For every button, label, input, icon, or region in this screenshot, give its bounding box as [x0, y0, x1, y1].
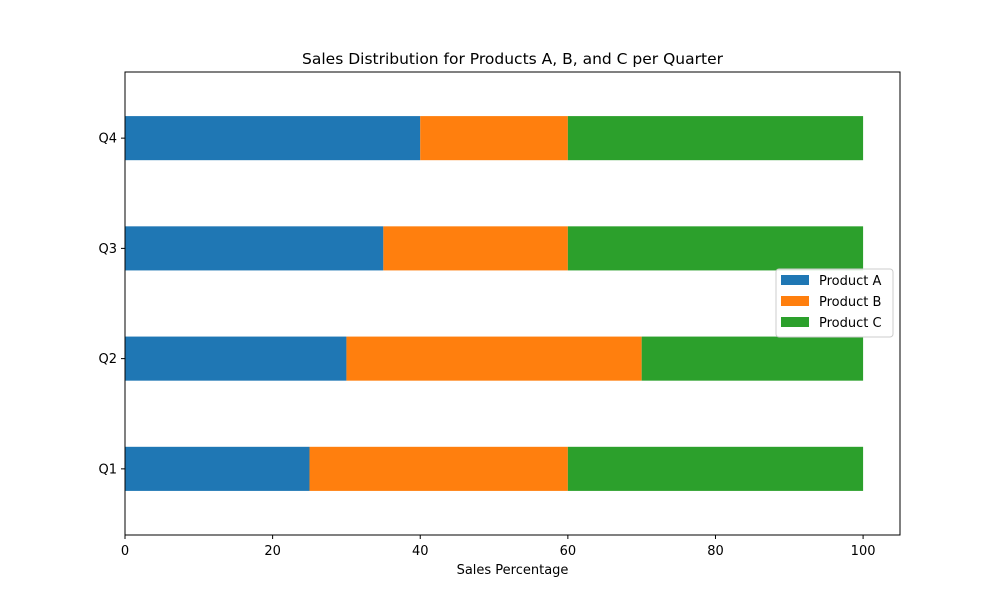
x-tick-label-0: 0: [121, 544, 129, 559]
bar-product-a-q2: [125, 336, 347, 381]
bar-product-b-q4: [420, 116, 568, 161]
bar-product-a-q4: [125, 116, 421, 161]
bars-layer: [125, 116, 864, 491]
y-axis: Q1 Q2 Q3 Q4: [98, 132, 125, 477]
x-axis: 0 20 40 60 80 100: [121, 535, 876, 559]
bar-product-a-q1: [125, 446, 310, 491]
plot-frame: [124, 71, 901, 536]
x-axis-label: Sales Percentage: [457, 563, 569, 578]
bar-product-a-q3: [125, 226, 384, 271]
x-tick-label-20: 20: [264, 544, 281, 559]
bar-product-b-q2: [346, 336, 642, 381]
bar-product-b-q1: [309, 446, 568, 491]
x-tick-label-100: 100: [851, 544, 876, 559]
x-tick-label-80: 80: [707, 544, 724, 559]
bar-product-c-q1: [567, 446, 864, 491]
y-tick-label-q4: Q4: [98, 132, 117, 147]
y-tick-label-q1: Q1: [98, 462, 117, 477]
legend-swatch-product-c: [781, 317, 809, 327]
legend-label-product-c: Product C: [819, 316, 882, 331]
chart-title: Sales Distribution for Products A, B, an…: [302, 50, 724, 68]
legend-label-product-a: Product A: [819, 274, 881, 289]
y-tick-label-q2: Q2: [98, 352, 117, 367]
legend-swatch-product-a: [781, 275, 809, 285]
bar-product-c-q3: [567, 226, 864, 271]
bar-product-c-q4: [567, 116, 864, 161]
x-tick-label-40: 40: [412, 544, 429, 559]
bar-product-b-q3: [383, 226, 568, 271]
bar-product-c-q2: [641, 336, 864, 381]
legend: Product A Product B Product C: [775, 268, 894, 338]
x-tick-label-60: 60: [560, 544, 577, 559]
legend-label-product-b: Product B: [819, 295, 881, 310]
legend-swatch-product-b: [781, 296, 809, 306]
y-tick-label-q3: Q3: [98, 242, 117, 257]
